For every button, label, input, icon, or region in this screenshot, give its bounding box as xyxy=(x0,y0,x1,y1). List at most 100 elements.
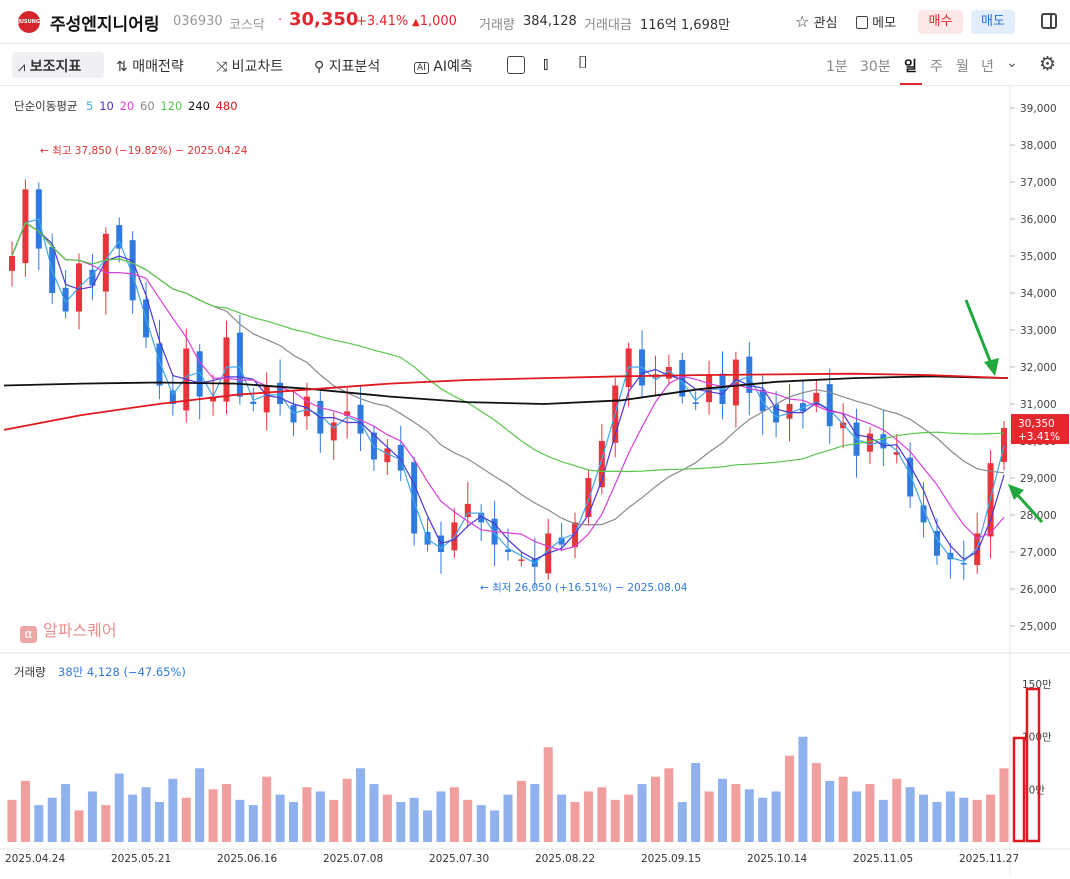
volume-bar xyxy=(852,791,862,842)
volume-bar xyxy=(181,797,191,842)
candle-body xyxy=(813,392,820,406)
sell-button[interactable]: 매도 xyxy=(971,10,1015,34)
x-axis-label: 2025.04.24 xyxy=(5,853,65,865)
x-axis-label: 2025.06.16 xyxy=(217,853,277,865)
volume-bar xyxy=(610,799,620,842)
volume-bar xyxy=(758,797,768,842)
volume-bar xyxy=(624,794,634,842)
candle-body xyxy=(357,404,364,434)
indicator-button-bg[interactable] xyxy=(12,52,104,78)
indicator-button[interactable]: ⩘ 보조지표 xyxy=(18,56,81,76)
volume-bar xyxy=(208,789,218,842)
volume-bar xyxy=(342,778,352,842)
analysis-label: 지표분석 xyxy=(328,59,381,75)
candle-body xyxy=(907,457,914,497)
highlight-box xyxy=(1025,687,1041,843)
memo-button[interactable]: 메모 xyxy=(856,12,896,31)
volume-bar xyxy=(919,794,929,842)
volume-bar xyxy=(114,773,124,842)
ai-predict-button[interactable]: AI AI예측 xyxy=(414,56,473,76)
last-change-label: +3.41% xyxy=(1018,431,1060,443)
volume-bar xyxy=(704,791,714,842)
moving-average-line xyxy=(11,221,1005,551)
volume-bar xyxy=(972,799,982,842)
candle-body xyxy=(384,448,391,463)
volume-bar xyxy=(74,810,84,842)
candle-body xyxy=(330,422,337,441)
volume-bar xyxy=(771,791,781,842)
side-panel-toggle-icon[interactable] xyxy=(1041,13,1057,29)
candle-body xyxy=(773,404,780,423)
green-arrow-head xyxy=(1008,484,1024,500)
x-axis-label: 2025.07.08 xyxy=(323,853,383,865)
volume-bar xyxy=(409,797,419,842)
volume-bar xyxy=(195,768,205,842)
volume-bar xyxy=(583,791,593,842)
period-30min[interactable]: 30분 xyxy=(860,59,891,75)
strategy-button[interactable]: ⇅ 매매전략 xyxy=(116,56,184,76)
volume-y-tick: 100만 xyxy=(1022,732,1052,744)
alphasquare-watermark: α 알파스퀘어 xyxy=(20,617,117,643)
volume-bar xyxy=(691,763,701,842)
memo-label: 메모 xyxy=(872,16,897,31)
period-day[interactable]: 일 xyxy=(904,59,917,75)
memo-icon xyxy=(856,16,868,29)
stock-name[interactable]: 주성엔지니어링 xyxy=(50,15,160,35)
candle-body xyxy=(116,225,123,249)
active-period-underline xyxy=(900,83,922,85)
compare-button[interactable]: ⤨ 비교차트 xyxy=(216,56,283,76)
period-year[interactable]: 년 xyxy=(981,59,994,75)
up-triangle-icon: ▲ xyxy=(412,17,420,28)
candle-body xyxy=(277,382,284,404)
candle-body xyxy=(679,359,686,397)
chevron-down-icon[interactable]: ⌄ xyxy=(1006,55,1018,71)
alpha-logo-icon: α xyxy=(20,626,37,643)
candle-body xyxy=(866,433,873,452)
candle-body xyxy=(692,402,699,404)
current-price: 30,350 xyxy=(289,9,359,30)
analysis-button[interactable]: ⚲ 지표분석 xyxy=(314,56,380,76)
candle-body xyxy=(9,256,15,271)
volume-bar xyxy=(356,768,366,842)
volume-bar xyxy=(825,780,835,842)
candle-body xyxy=(893,452,900,455)
period-1min[interactable]: 1분 xyxy=(826,59,848,75)
candle-body xyxy=(89,269,96,286)
x-axis-label: 2025.11.05 xyxy=(853,853,913,865)
price-chart-svg[interactable]: 39,000 38,000 37,000 36,000 35,000 34,000 33,0… xyxy=(0,86,1070,875)
favorite-button[interactable]: ☆ 관심 xyxy=(795,12,837,31)
y-tick-label: 38,000 xyxy=(1020,140,1057,152)
chart-area[interactable]: 39,000 38,000 37,000 36,000 35,000 34,000 33,0… xyxy=(0,86,1070,879)
period-week[interactable]: 주 xyxy=(930,59,943,75)
change-percent: +3.41% xyxy=(356,14,409,29)
gear-icon[interactable]: ⚙ xyxy=(1039,53,1057,75)
candle-type-icon[interactable]: ⫾ xyxy=(543,54,549,74)
x-axis-label: 2025.08.22 xyxy=(535,853,595,865)
volume-bar xyxy=(7,799,17,842)
candle-body xyxy=(759,389,766,412)
favorite-label: 관심 xyxy=(813,16,838,31)
ma-legend-item: 240 xyxy=(188,99,210,113)
candle-body xyxy=(947,552,954,560)
candle-body xyxy=(102,233,109,292)
period-month[interactable]: 월 xyxy=(956,59,969,75)
y-tick-label: 31,000 xyxy=(1020,399,1057,411)
buy-button[interactable]: 매수 xyxy=(918,10,963,34)
candle-body xyxy=(196,351,203,397)
volume-panel-label: 거래량 xyxy=(14,665,46,679)
volume-bar xyxy=(597,787,607,842)
volume-bar xyxy=(128,794,138,842)
ma-240-line xyxy=(3,375,1009,405)
candle-body xyxy=(920,505,927,523)
candle-body xyxy=(826,384,833,427)
checkbox-icon[interactable] xyxy=(507,56,525,74)
star-icon: ☆ xyxy=(795,12,810,31)
volume-bar xyxy=(503,794,513,842)
volume-bar xyxy=(423,810,433,842)
x-axis-label: 2025.09.15 xyxy=(641,853,701,865)
volume-bar xyxy=(905,787,915,842)
volume-bar xyxy=(570,801,580,842)
separator-dot-icon: · xyxy=(278,13,283,28)
green-arrow-shaft xyxy=(1012,489,1044,524)
camera-icon[interactable]: ⌷ xyxy=(578,53,589,73)
